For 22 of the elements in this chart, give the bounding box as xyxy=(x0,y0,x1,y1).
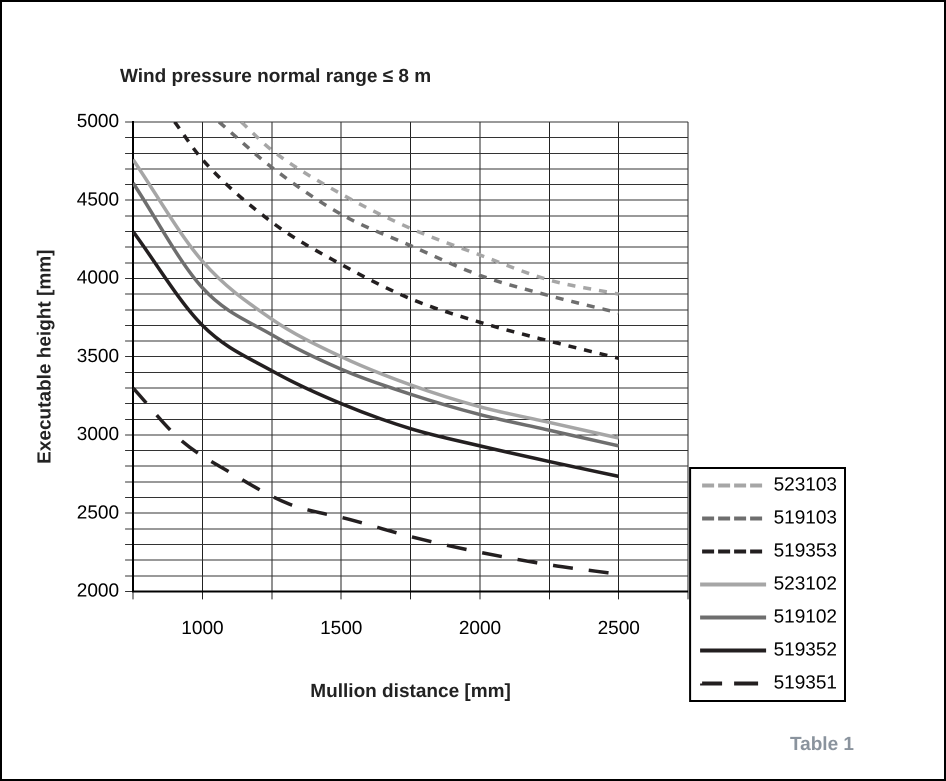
y-tick-label: 3500 xyxy=(76,346,120,367)
caption: Table 1 xyxy=(790,734,854,756)
y-tick-label: 4000 xyxy=(76,268,120,289)
legend-label: 523103 xyxy=(774,474,838,496)
y-tick-label: 5000 xyxy=(76,111,120,132)
legend-label: 519352 xyxy=(774,640,838,661)
y-tick-label: 2500 xyxy=(76,502,120,524)
legend-label: 519353 xyxy=(774,540,838,562)
chart-title: Wind pressure normal range ≤ 8 m xyxy=(120,66,432,88)
x-axis-title: Mullion distance [mm] xyxy=(310,680,511,702)
legend-label: 519102 xyxy=(774,606,838,628)
y-tick-label: 2000 xyxy=(76,580,120,602)
legend-label: 519351 xyxy=(774,672,838,694)
y-axis-title: Executable height [mm] xyxy=(34,250,56,464)
legend-label: 519103 xyxy=(774,508,838,529)
x-tick-label: 1000 xyxy=(181,618,224,640)
y-tick-label: 3000 xyxy=(76,424,120,446)
legend-label: 523102 xyxy=(774,574,838,595)
x-tick-label: 2500 xyxy=(598,618,640,640)
x-tick-label: 2000 xyxy=(458,618,502,640)
x-tick-label: 1500 xyxy=(320,618,362,640)
y-tick-label: 4500 xyxy=(76,189,120,210)
